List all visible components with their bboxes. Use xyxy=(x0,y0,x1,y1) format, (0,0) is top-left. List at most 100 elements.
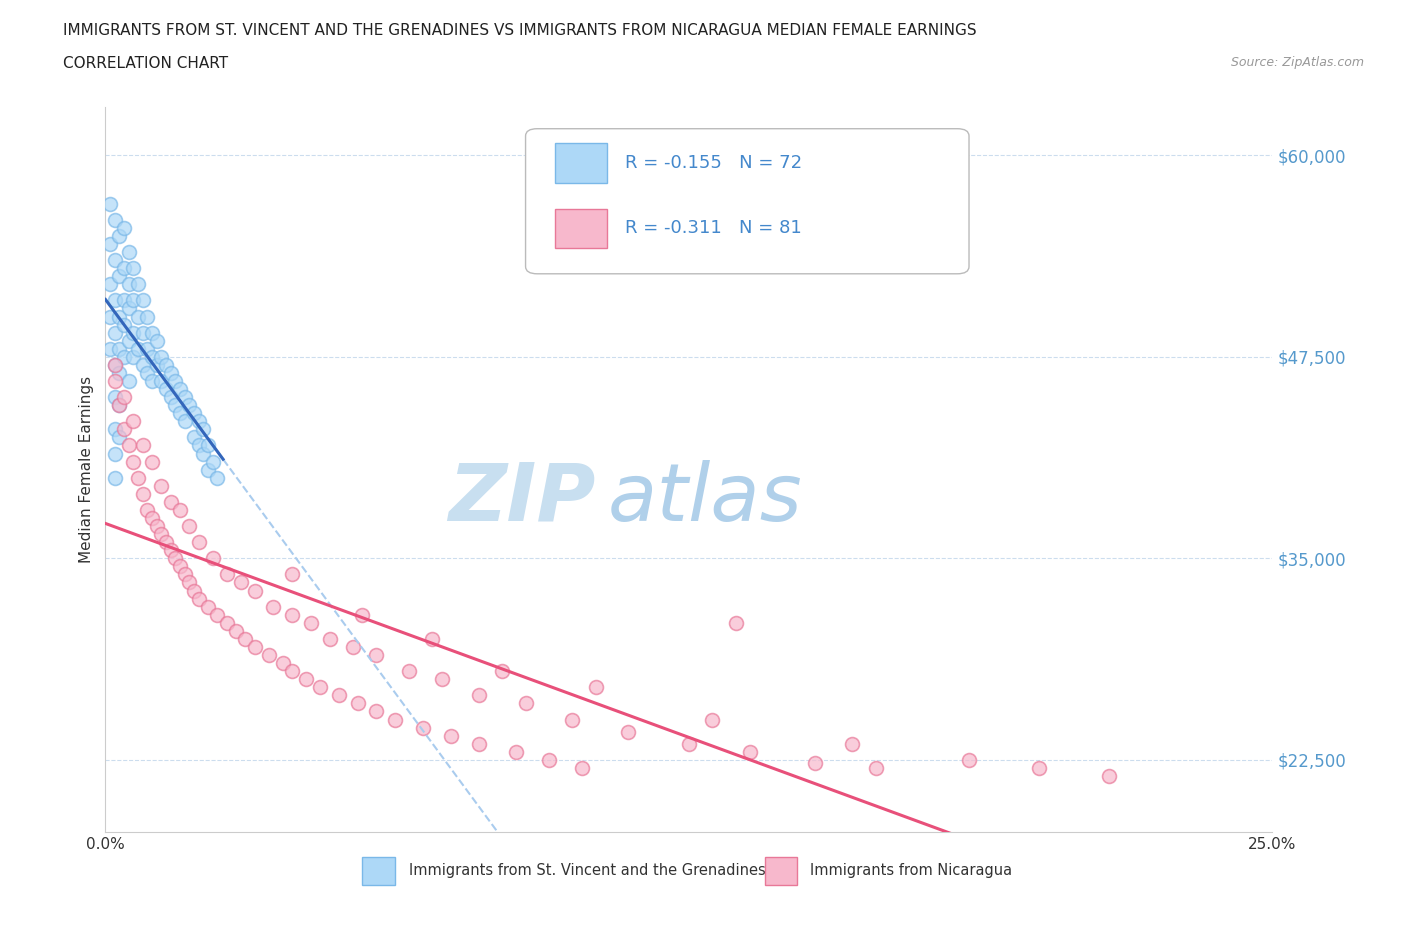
Point xyxy=(243,640,266,655)
Point xyxy=(98,309,121,324)
Point xyxy=(215,616,238,631)
Point xyxy=(104,446,127,461)
Point xyxy=(122,454,145,469)
Point xyxy=(201,551,224,565)
Point xyxy=(197,462,219,477)
Point xyxy=(197,599,219,614)
Point xyxy=(420,631,443,646)
Point xyxy=(318,631,340,646)
Y-axis label: Median Female Earnings: Median Female Earnings xyxy=(79,376,94,564)
Point xyxy=(146,357,169,372)
Point xyxy=(352,607,374,622)
Point xyxy=(491,664,513,679)
Point xyxy=(112,260,135,275)
Text: IMMIGRANTS FROM ST. VINCENT AND THE GRENADINES VS IMMIGRANTS FROM NICARAGUA MEDI: IMMIGRANTS FROM ST. VINCENT AND THE GREN… xyxy=(63,23,977,38)
FancyBboxPatch shape xyxy=(526,128,969,273)
Point xyxy=(179,398,201,413)
Bar xyxy=(555,208,607,248)
Point xyxy=(207,471,229,485)
Point xyxy=(179,519,201,534)
Point xyxy=(108,430,131,445)
Point xyxy=(159,365,181,380)
Point xyxy=(187,414,209,429)
Point xyxy=(585,680,607,695)
Point xyxy=(346,696,368,711)
Point xyxy=(229,575,252,590)
Point xyxy=(159,543,181,558)
Point xyxy=(571,761,593,776)
Point xyxy=(169,381,191,396)
Point xyxy=(127,471,149,485)
Point xyxy=(141,350,163,365)
Point xyxy=(155,381,177,396)
Point xyxy=(165,374,187,389)
Point xyxy=(215,567,238,582)
Bar xyxy=(555,143,607,183)
Point xyxy=(132,293,155,308)
Point xyxy=(173,414,195,429)
Point xyxy=(108,229,131,244)
Point xyxy=(183,583,205,598)
Point xyxy=(804,755,827,770)
Point xyxy=(98,196,121,211)
Point xyxy=(104,212,127,227)
Text: Immigrants from St. Vincent and the Grenadines: Immigrants from St. Vincent and the Gren… xyxy=(409,863,766,878)
Point xyxy=(104,471,127,485)
Point xyxy=(430,671,453,686)
Text: Source: ZipAtlas.com: Source: ZipAtlas.com xyxy=(1230,56,1364,69)
Point xyxy=(98,341,121,356)
Text: CORRELATION CHART: CORRELATION CHART xyxy=(63,56,228,71)
Point xyxy=(136,341,159,356)
Point xyxy=(169,559,191,574)
Point xyxy=(118,438,141,453)
Point xyxy=(150,350,173,365)
Point xyxy=(295,671,318,686)
Point xyxy=(108,365,131,380)
Point xyxy=(98,277,121,292)
Point xyxy=(1098,768,1121,783)
Point xyxy=(159,495,181,510)
Point xyxy=(150,478,173,493)
Point xyxy=(122,293,145,308)
Point xyxy=(132,438,155,453)
Point xyxy=(617,725,640,740)
Point xyxy=(384,712,406,727)
Point xyxy=(299,616,322,631)
Point xyxy=(122,414,145,429)
Text: R = -0.155   N = 72: R = -0.155 N = 72 xyxy=(624,153,801,172)
Point xyxy=(243,583,266,598)
Point xyxy=(104,357,127,372)
Point xyxy=(127,341,149,356)
Point xyxy=(112,350,135,365)
Point xyxy=(98,236,121,251)
Point xyxy=(468,688,491,703)
Point xyxy=(398,664,420,679)
Point xyxy=(505,744,527,759)
Point xyxy=(201,454,224,469)
Point xyxy=(724,616,747,631)
Point xyxy=(127,309,149,324)
Point xyxy=(183,405,205,420)
Point xyxy=(207,607,229,622)
Point xyxy=(108,309,131,324)
Point xyxy=(328,688,350,703)
Point xyxy=(104,374,127,389)
Point xyxy=(165,398,187,413)
Point xyxy=(187,591,209,606)
Point xyxy=(122,350,145,365)
Point xyxy=(281,664,304,679)
Point xyxy=(561,712,583,727)
Point xyxy=(104,422,127,437)
Point xyxy=(440,728,463,743)
Point xyxy=(118,374,141,389)
Point xyxy=(173,567,195,582)
Point xyxy=(146,333,169,348)
Point xyxy=(132,357,155,372)
Point xyxy=(841,737,863,751)
Point xyxy=(112,390,135,405)
Text: Immigrants from Nicaragua: Immigrants from Nicaragua xyxy=(810,863,1012,878)
Point xyxy=(957,752,980,767)
Point xyxy=(169,405,191,420)
Point xyxy=(150,526,173,541)
Point xyxy=(104,357,127,372)
